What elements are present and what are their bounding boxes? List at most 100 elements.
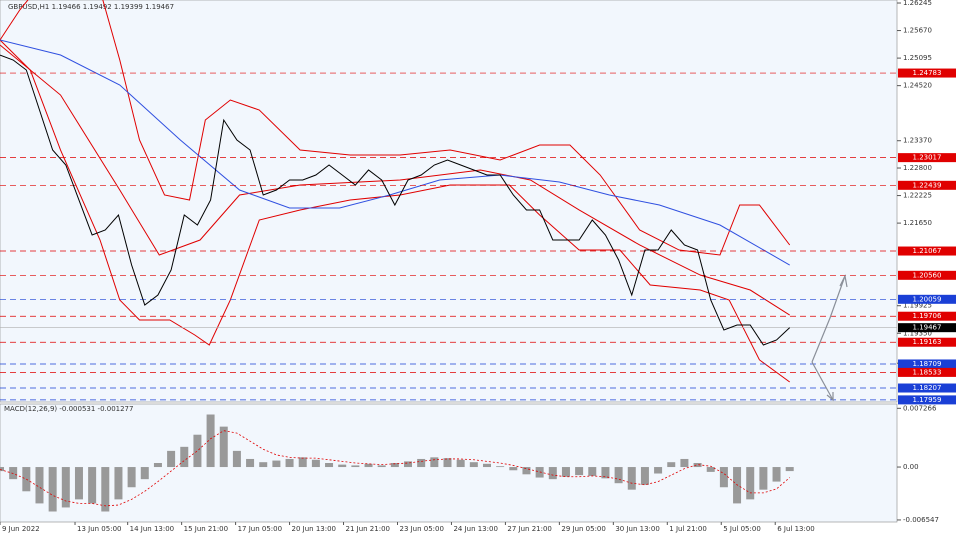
histogram-bar	[417, 458, 426, 468]
histogram-bar	[746, 467, 755, 500]
histogram-bar	[482, 463, 491, 468]
histogram-bar	[338, 464, 347, 468]
arrow-down	[811, 361, 834, 401]
y-tick-label: 1.19925	[903, 302, 932, 310]
indicator-line	[0, 0, 791, 256]
y-tick-label: 0.007266	[903, 404, 937, 412]
indicator-line	[0, 39, 791, 383]
histogram-bar	[206, 414, 215, 468]
level-label: 1.18533	[913, 368, 942, 376]
histogram-bar	[0, 467, 4, 472]
current-price-label: 1.19467	[913, 324, 942, 332]
level-label: 1.19706	[913, 312, 942, 320]
current-price-bg	[898, 323, 956, 333]
signal-line	[0, 430, 790, 507]
histogram-bar	[298, 457, 307, 468]
histogram-bar	[35, 467, 44, 504]
macd-title: MACD(12,26,9) -0.000531 -0.001277	[4, 405, 133, 413]
histogram-bar	[785, 467, 794, 472]
level-label-bg	[898, 383, 956, 393]
histogram-bar	[680, 458, 689, 468]
x-tick-label: 24 Jun 13:00	[453, 525, 497, 533]
level-label-bg	[898, 395, 956, 405]
histogram-bar	[127, 467, 136, 488]
level-label: 1.24783	[913, 69, 942, 77]
histogram-bar	[667, 462, 676, 468]
level-label: 1.18207	[913, 384, 942, 392]
histogram-bar	[193, 434, 202, 468]
x-tick-label: 9 Jun 2022	[2, 525, 40, 533]
y-tick-label: 1.24520	[903, 82, 932, 90]
histogram-bar	[101, 467, 110, 512]
x-tick-label: 30 Jun 13:00	[615, 525, 659, 533]
histogram-bar	[272, 460, 281, 468]
x-tick-label: 21 Jun 21:00	[346, 525, 390, 533]
x-tick-label: 14 Jun 13:00	[130, 525, 174, 533]
y-tick-label: 1.22800	[903, 164, 932, 172]
y-tick-label: 0.00	[903, 463, 919, 471]
x-tick-label: 23 Jun 05:00	[399, 525, 443, 533]
macd-plot	[0, 414, 794, 512]
histogram-bar	[114, 467, 123, 500]
x-tick-label: 17 Jun 05:00	[238, 525, 282, 533]
x-tick-label: 5 Jul 05:00	[723, 525, 761, 533]
histogram-bar	[285, 458, 294, 468]
level-label: 1.17959	[913, 396, 942, 404]
y-tick-label: 1.26245	[903, 0, 932, 7]
histogram-bar	[311, 459, 320, 468]
histogram-bar	[259, 462, 268, 468]
histogram-bar	[601, 467, 610, 479]
histogram-bar	[219, 426, 228, 468]
level-label: 1.19163	[913, 338, 942, 346]
histogram-bar	[443, 458, 452, 468]
histogram-bar	[654, 467, 663, 474]
arrow-head	[839, 274, 848, 288]
arrow-up	[811, 275, 846, 363]
histogram-bar	[364, 463, 373, 468]
level-label-bg	[898, 270, 956, 280]
histogram-bar	[456, 459, 465, 468]
histogram-bar	[548, 467, 557, 480]
x-tick-label: 6 Jul 13:00	[777, 525, 815, 533]
level-label-bg	[898, 180, 956, 190]
histogram-bar	[430, 457, 439, 468]
y-tick-label: 1.23370	[903, 137, 932, 145]
histogram-bar	[167, 450, 176, 468]
histogram-bar	[522, 467, 531, 475]
level-label: 1.18709	[913, 360, 942, 368]
chart-title: GBPUSD,H1 1.19466 1.19492 1.19399 1.1946…	[8, 3, 174, 11]
histogram-bar	[561, 467, 570, 477]
y-tick-label: 1.21650	[903, 219, 932, 227]
histogram-bar	[509, 467, 518, 471]
histogram-bar	[627, 467, 636, 490]
histogram-bar	[640, 467, 649, 485]
histogram-bar	[719, 467, 728, 488]
histogram-bar	[496, 466, 505, 468]
y-tick-label: 1.25095	[903, 54, 932, 62]
x-tick-label: 1 Jul 21:00	[669, 525, 707, 533]
x-tick-label: 13 Jun 05:00	[77, 525, 121, 533]
level-label: 1.22439	[913, 181, 942, 189]
histogram-bar	[772, 467, 781, 482]
x-tick-label: 29 Jun 05:00	[561, 525, 605, 533]
histogram-bar	[74, 467, 83, 500]
price-line	[0, 54, 791, 346]
level-label-bg	[898, 246, 956, 256]
histogram-bar	[61, 467, 70, 508]
histogram-bar	[88, 467, 97, 504]
level-label-bg	[898, 311, 956, 321]
level-label: 1.23017	[913, 154, 942, 162]
histogram-bar	[614, 467, 623, 484]
histogram-bar	[575, 467, 584, 476]
histogram-bar	[759, 467, 768, 490]
level-label-bg	[898, 68, 956, 78]
y-tick-label: 1.19350	[903, 329, 932, 337]
projection-arrows	[811, 274, 848, 402]
y-tick-label: -0.006547	[903, 516, 939, 524]
indicator-line	[0, 44, 790, 316]
histogram-bar	[232, 450, 241, 468]
level-label-bg	[898, 367, 956, 377]
